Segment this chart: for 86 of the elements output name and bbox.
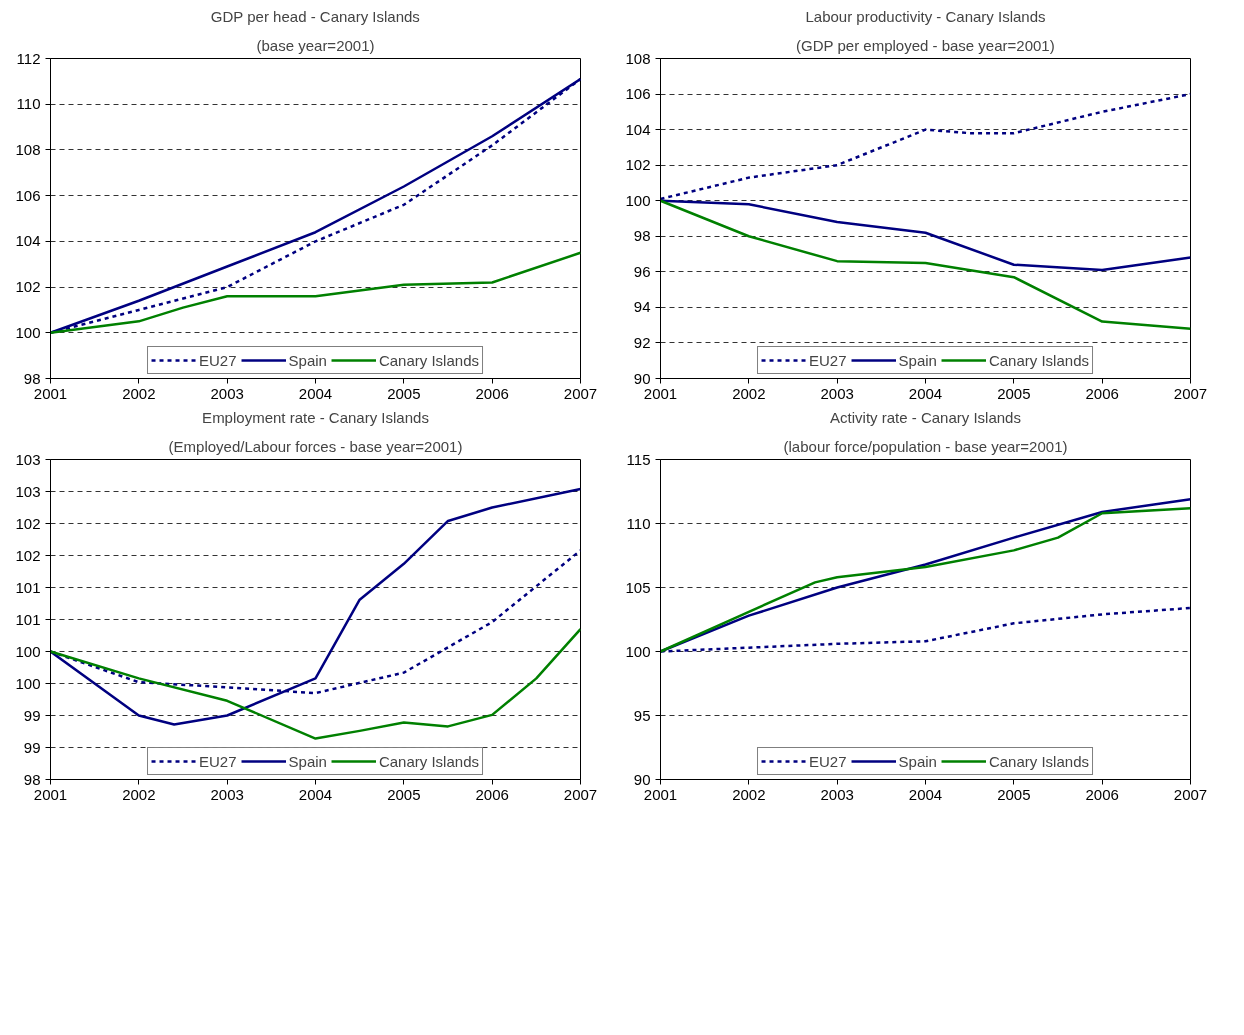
y-tick-label: 103 — [15, 450, 41, 468]
y-tick-label: 110 — [16, 95, 41, 113]
y-tick-label: 110 — [626, 514, 651, 532]
x-tick-label: 2006 — [1085, 785, 1119, 803]
x-tick-label: 2005 — [997, 384, 1031, 402]
x-tick-label: 2004 — [908, 384, 943, 402]
x-tick-label: 2004 — [908, 785, 943, 803]
y-tick-label: 100 — [625, 642, 651, 660]
y-tick-label: 98 — [23, 770, 41, 788]
legend-label: Canary Islands — [378, 351, 479, 369]
y-tick-label: 106 — [625, 85, 651, 103]
y-tick-label: 98 — [23, 369, 41, 387]
chart-title: Activity rate - Canary Islands — [830, 408, 1021, 426]
chart-title: GDP per head - Canary Islands — [210, 7, 420, 25]
x-tick-label: 2002 — [122, 384, 156, 402]
x-tick-label: 2006 — [1085, 384, 1119, 402]
x-tick-label: 2005 — [997, 785, 1031, 803]
y-tick-label: 99 — [23, 738, 41, 756]
legend-label: Spain — [898, 351, 937, 369]
x-tick-label: 2007 — [1173, 384, 1208, 402]
line-series — [50, 251, 581, 335]
x-tick-label: 2007 — [1173, 785, 1208, 803]
legend-label: Spain — [898, 752, 937, 770]
x-tick-label: 2005 — [387, 384, 421, 402]
x-tick-label: 2003 — [210, 384, 244, 402]
y-tick-label: 95 — [633, 706, 651, 724]
x-tick-label: 2006 — [475, 785, 509, 803]
y-tick-label: 90 — [633, 770, 651, 788]
chart-subtitle: (Employed/Labour forces - base year=2001) — [168, 437, 463, 455]
y-tick-label: 108 — [625, 49, 651, 67]
y-tick-label: 108 — [15, 140, 41, 158]
x-tick-label: 2007 — [563, 785, 598, 803]
y-tick-label: 92 — [633, 333, 651, 351]
x-tick-label: 2006 — [475, 384, 509, 402]
y-tick-label: 98 — [633, 227, 651, 245]
y-tick-label: 100 — [625, 191, 651, 209]
x-tick-label: 2003 — [210, 785, 244, 803]
line-series — [660, 199, 1191, 330]
y-tick-label: 100 — [15, 642, 41, 660]
legend-label: Spain — [288, 752, 327, 770]
y-tick-label: 103 — [15, 482, 41, 500]
x-tick-label: 2001 — [33, 785, 68, 803]
legend-label: Canary Islands — [378, 752, 479, 770]
y-tick-label: 101 — [15, 578, 41, 596]
y-tick-label: 100 — [15, 323, 41, 341]
y-tick-label: 94 — [633, 298, 651, 316]
y-tick-label: 102 — [15, 514, 41, 532]
y-tick-label: 90 — [633, 369, 651, 387]
y-tick-label: 96 — [633, 262, 651, 280]
y-tick-label: 101 — [15, 610, 41, 628]
y-tick-label: 99 — [23, 706, 41, 724]
chart-subtitle: (GDP per employed - base year=2001) — [796, 36, 1055, 54]
legend-label: EU27 — [199, 351, 237, 369]
x-tick-label: 2002 — [732, 384, 766, 402]
line-series — [50, 627, 581, 740]
y-tick-label: 105 — [625, 578, 651, 596]
chart-title: Labour productivity - Canary Islands — [805, 7, 1046, 25]
chart-subtitle: (labour force/population - base year=2001) — [783, 437, 1068, 455]
y-tick-label: 104 — [15, 232, 41, 250]
chart-subtitle: (base year=2001) — [256, 36, 375, 54]
y-tick-label: 102 — [625, 156, 651, 174]
y-tick-label: 106 — [15, 186, 41, 204]
x-tick-label: 2003 — [820, 785, 854, 803]
y-tick-label: 102 — [15, 546, 41, 564]
x-tick-label: 2001 — [643, 785, 678, 803]
x-tick-label: 2003 — [820, 384, 854, 402]
y-tick-label: 102 — [15, 278, 41, 296]
legend-label: Canary Islands — [988, 752, 1089, 770]
legend-label: EU27 — [809, 752, 847, 770]
legend-label: EU27 — [199, 752, 237, 770]
x-tick-label: 2002 — [732, 785, 766, 803]
x-tick-label: 2002 — [122, 785, 156, 803]
legend-label: Canary Islands — [988, 351, 1089, 369]
legend-label: EU27 — [809, 351, 847, 369]
x-tick-label: 2001 — [33, 384, 68, 402]
legend-label: Spain — [288, 351, 327, 369]
x-tick-label: 2007 — [563, 384, 598, 402]
y-tick-label: 115 — [626, 450, 651, 468]
y-tick-label: 104 — [625, 120, 651, 138]
x-tick-label: 2004 — [298, 384, 333, 402]
x-tick-label: 2001 — [643, 384, 678, 402]
chart-title: Employment rate - Canary Islands — [202, 408, 429, 426]
y-tick-label: 100 — [15, 674, 41, 692]
x-tick-label: 2004 — [298, 785, 333, 803]
x-tick-label: 2005 — [387, 785, 421, 803]
y-tick-label: 112 — [16, 49, 41, 67]
